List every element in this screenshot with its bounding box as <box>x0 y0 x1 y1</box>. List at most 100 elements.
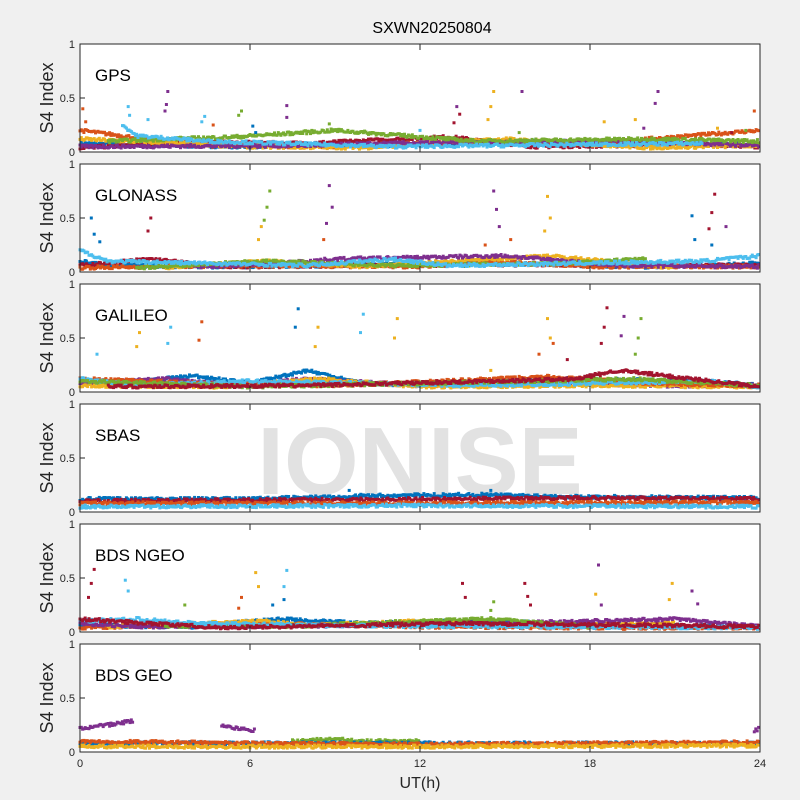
data-point <box>744 129 747 132</box>
data-point <box>281 141 284 144</box>
data-point <box>164 110 167 113</box>
data-point <box>187 137 190 140</box>
data-point <box>415 146 418 149</box>
data-point <box>108 131 111 134</box>
data-point <box>419 129 422 132</box>
data-point <box>276 134 279 137</box>
data-point <box>215 141 218 144</box>
data-point <box>630 144 633 147</box>
data-point <box>542 145 545 148</box>
data-point <box>328 122 331 125</box>
data-point <box>433 146 436 149</box>
data-point <box>410 136 413 139</box>
data-point <box>228 146 231 149</box>
data-point <box>285 104 288 107</box>
data-point <box>549 145 552 148</box>
data-point <box>492 90 495 93</box>
data-point <box>393 144 396 147</box>
panel-gps: GPS 0 0.5 1 S4 Index <box>37 39 760 159</box>
data-point <box>309 132 312 135</box>
data-point <box>730 131 733 134</box>
plot-area <box>80 164 760 272</box>
chart-title: SXWN20250804 <box>372 20 491 37</box>
data-point <box>453 121 456 124</box>
data-point <box>701 142 704 145</box>
data-point <box>203 115 206 118</box>
data-point <box>108 141 111 144</box>
data-point <box>649 148 652 151</box>
data-point <box>216 139 219 142</box>
data-point <box>251 142 254 145</box>
data-point <box>245 139 248 142</box>
data-point <box>634 144 637 147</box>
data-point <box>674 137 677 140</box>
data-point <box>425 143 428 146</box>
data-point <box>166 90 169 93</box>
data-point <box>355 141 358 144</box>
data-point <box>684 137 687 140</box>
data-point <box>756 138 759 141</box>
data-point <box>753 110 756 113</box>
data-point <box>455 105 458 108</box>
data-point <box>304 129 307 132</box>
data-point <box>395 147 398 150</box>
data-point <box>134 137 137 140</box>
data-point <box>287 131 290 134</box>
s4-index-chart: SXWN20250804 GPS 0 0.5 1 S4 Index GLONASS00.5… <box>0 0 800 800</box>
data-point <box>251 125 254 128</box>
data-point <box>254 131 257 134</box>
y-axis-label: S4 Index <box>37 62 57 133</box>
data-point <box>122 143 125 146</box>
data-point <box>458 113 461 116</box>
data-point <box>521 90 524 93</box>
data-point <box>755 141 758 144</box>
data-point <box>657 90 660 93</box>
data-point <box>634 118 637 121</box>
data-point <box>81 107 84 110</box>
data-point <box>237 114 240 117</box>
data-point <box>487 118 490 121</box>
data-point <box>328 130 331 133</box>
data-point <box>716 127 719 130</box>
y-tick-label: 0 <box>69 147 75 159</box>
data-point <box>659 141 662 144</box>
data-point <box>185 140 188 143</box>
data-point <box>622 144 625 147</box>
data-point <box>288 141 291 144</box>
data-point <box>654 102 657 105</box>
data-point <box>340 148 343 151</box>
data-point <box>207 138 210 141</box>
data-point <box>367 138 370 141</box>
data-point <box>650 145 653 148</box>
data-point <box>603 120 606 123</box>
data-point <box>426 140 429 143</box>
data-point <box>323 142 326 145</box>
data-point <box>389 141 392 144</box>
data-point <box>82 131 85 134</box>
data-point <box>285 116 288 119</box>
data-point <box>680 141 683 144</box>
data-point <box>240 110 243 113</box>
data-point <box>243 142 246 145</box>
panel-label: GPS <box>95 66 131 85</box>
data-point <box>484 143 487 146</box>
data-point <box>650 136 653 139</box>
data-point <box>642 127 645 130</box>
data-point <box>128 114 131 117</box>
data-point <box>152 140 155 143</box>
y-tick-label: 0.5 <box>60 93 75 105</box>
data-point <box>724 146 727 149</box>
data-point <box>605 142 608 145</box>
data-point <box>489 105 492 108</box>
data-point <box>85 260 88 263</box>
panel-glonass: GLONASS00.51S4 Index <box>37 159 760 279</box>
data-point <box>127 105 130 108</box>
data-point <box>376 137 379 140</box>
y-tick-label: 1 <box>69 39 75 51</box>
data-point <box>212 124 215 127</box>
data-point <box>111 267 114 270</box>
data-point <box>518 131 521 134</box>
data-point <box>84 120 87 123</box>
data-point <box>165 103 168 106</box>
data-point <box>200 120 203 123</box>
